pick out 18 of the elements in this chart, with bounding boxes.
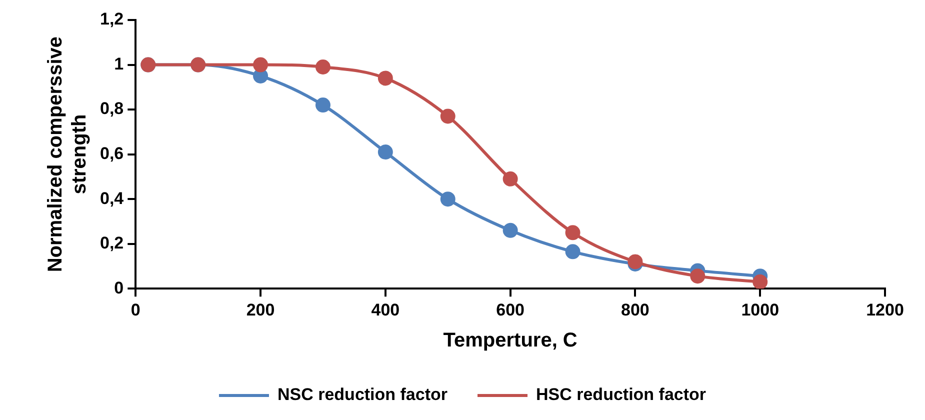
y-tick-label: 1 <box>114 54 124 74</box>
x-tick-label: 800 <box>621 300 650 320</box>
y-axis-title: Normalized comperssive strength <box>44 36 91 272</box>
legend-label: HSC reduction factor <box>536 385 706 404</box>
x-tick-label: 600 <box>496 300 525 320</box>
y-tick-label: 0,4 <box>100 188 124 208</box>
x-tick-label: 1200 <box>866 300 904 320</box>
y-tick-label: 0,2 <box>100 234 124 253</box>
x-tick-label: 1000 <box>741 300 780 320</box>
y-tick-label: 0,6 <box>100 144 124 163</box>
x-tick-label: 0 <box>130 300 140 320</box>
y-tick-label: 0,8 <box>100 99 124 118</box>
x-tick-label: 200 <box>246 300 275 320</box>
x-tick-label: 400 <box>371 300 400 320</box>
y-tick-label: 1,2 <box>100 10 124 29</box>
y-tick-label: 0 <box>114 278 124 298</box>
legend-label: NSC reduction factor <box>277 385 448 404</box>
x-axis-title: Temperture, C <box>443 330 578 352</box>
